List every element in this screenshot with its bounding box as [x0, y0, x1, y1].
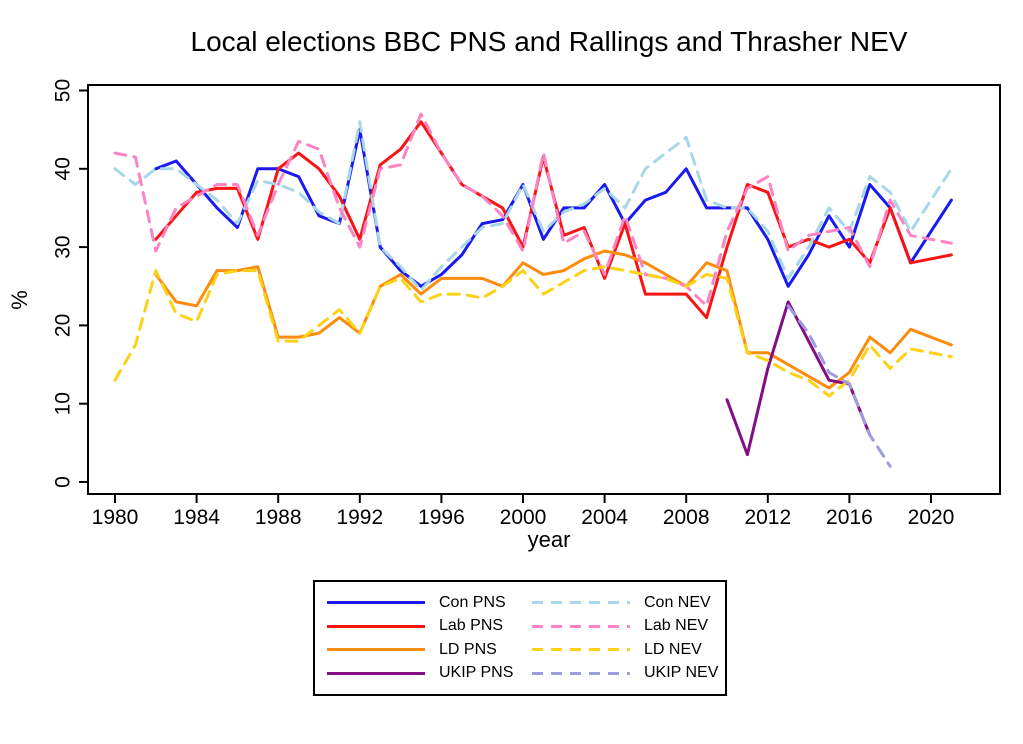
legend-label: Con NEV [644, 593, 711, 611]
x-tick-label: 2020 [908, 506, 955, 529]
x-tick-label: 2012 [744, 506, 791, 529]
legend-column-pns: Con PNS Lab PNS LD PNS UKIP PNS [315, 582, 520, 694]
x-tick-label: 1996 [418, 506, 465, 529]
x-tick-label: 2016 [826, 506, 873, 529]
legend-label: LD PNS [439, 640, 497, 658]
chart-title: Local elections BBC PNS and Rallings and… [190, 26, 908, 57]
series-line-lab-nev [113, 112, 953, 308]
legend-item-lab-nev: Lab NEV [520, 617, 725, 635]
lab-pns-line-swatch [327, 624, 425, 628]
legend-item-ukip-nev: UKIP NEV [520, 664, 725, 682]
legend-item-con-pns: Con PNS [315, 594, 520, 612]
plot-box [87, 84, 1001, 495]
legend-item-ukip-pns: UKIP PNS [315, 664, 520, 682]
chart-legend: Con PNS Lab PNS LD PNS UKIP PNS Con NEV [313, 580, 727, 696]
series-line-ukip-pns [725, 300, 872, 457]
x-axis-label: year [527, 527, 571, 552]
legend-label: UKIP NEV [644, 664, 719, 682]
legend-label: Lab NEV [644, 617, 709, 635]
legend-item-con-nev: Con NEV [520, 594, 725, 612]
y-tick-label: 30 [52, 235, 75, 258]
y-tick-label: 40 [52, 157, 75, 180]
x-tick-label: 1984 [173, 506, 220, 529]
ld-pns-line-swatch [327, 648, 425, 652]
x-tick-label: 1988 [255, 506, 302, 529]
ld-nev-line-swatch [532, 648, 630, 652]
y-tick-label: 0 [52, 476, 75, 488]
series-line-ld-nev [113, 265, 953, 398]
x-tick-label: 2008 [663, 506, 710, 529]
legend-column-nev: Con NEV Lab NEV LD NEV UKIP NEV [520, 582, 725, 694]
y-tick-label: 50 [52, 79, 75, 102]
ukip-nev-line-swatch [532, 671, 630, 675]
legend-item-ld-pns: LD PNS [315, 641, 520, 659]
series-line-ukip-nev [786, 304, 892, 468]
x-tick-label: 1980 [92, 506, 139, 529]
x-tick-label: 2000 [500, 506, 547, 529]
con-pns-line-swatch [327, 601, 425, 605]
con-nev-line-swatch [532, 601, 630, 605]
series-line-ld-pns [154, 249, 953, 390]
legend-label: LD NEV [644, 640, 702, 658]
legend-label: Con PNS [439, 593, 506, 611]
legend-item-lab-pns: Lab PNS [315, 617, 520, 635]
y-axis-label: % [6, 290, 32, 310]
ukip-pns-line-swatch [327, 671, 425, 675]
lab-nev-line-swatch [532, 624, 630, 628]
y-tick-label: 20 [52, 314, 75, 337]
series-line-con-pns [154, 128, 953, 288]
legend-label: Lab PNS [439, 617, 504, 635]
x-tick-label: 1992 [336, 506, 383, 529]
legend-item-ld-nev: LD NEV [520, 641, 725, 659]
y-tick-label: 10 [52, 392, 75, 415]
legend-label: UKIP PNS [439, 664, 514, 682]
x-tick-label: 2004 [581, 506, 628, 529]
